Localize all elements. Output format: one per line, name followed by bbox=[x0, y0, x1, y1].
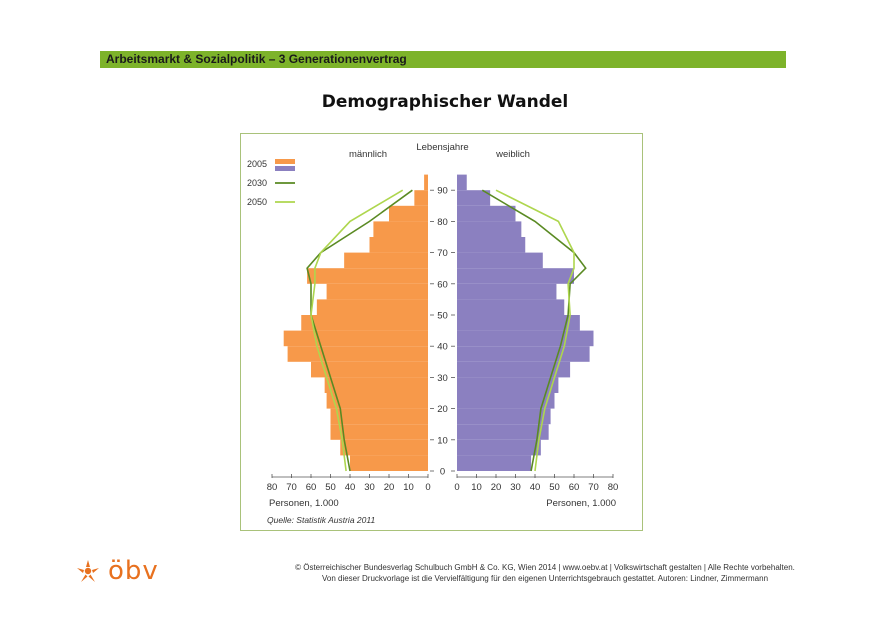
footer-line-2: Von dieser Druckvorlage ist die Vervielf… bbox=[321, 574, 769, 583]
legend: 2005 2030 2050 bbox=[247, 159, 295, 207]
labels-layer: Lebensjahre männlich weiblich Personen, 1.0… bbox=[267, 142, 616, 525]
population-pyramid-chart: 0 10 20 30 40 50 60 70 80 90 0 0 10 10 20 20 30 30 40 40 50 5… bbox=[240, 133, 643, 531]
bar-male-5-9 bbox=[340, 439, 428, 456]
source-label: Quelle: Statistik Austria 2011 bbox=[267, 515, 375, 525]
x-tick-label-left-80: 80 bbox=[267, 482, 278, 493]
bar-female-70-74 bbox=[457, 237, 526, 253]
line-2030-female bbox=[481, 189, 587, 472]
bar-male-45-49 bbox=[301, 315, 428, 331]
bar-male-10-14 bbox=[330, 424, 428, 440]
age-tick-label-50: 50 bbox=[437, 311, 448, 322]
bar-female-25-29 bbox=[457, 377, 559, 393]
x-tick-label-left-70: 70 bbox=[286, 482, 297, 493]
x-tick-label-right-0: 0 bbox=[454, 482, 459, 493]
age-tick-label-60: 60 bbox=[437, 279, 448, 290]
x-tick-label-right-70: 70 bbox=[588, 482, 599, 493]
line-2050-female bbox=[495, 189, 575, 472]
x-tick-label-right-10: 10 bbox=[471, 482, 482, 493]
header-title: Arbeitsmarkt & Sozialpolitik – 3 Generat… bbox=[106, 52, 407, 66]
bar-female-50-54 bbox=[457, 299, 565, 315]
x-tick-label-left-10: 10 bbox=[403, 482, 414, 493]
bar-male-70-74 bbox=[369, 237, 428, 253]
bar-female-30-34 bbox=[457, 361, 571, 378]
age-tick-label-70: 70 bbox=[437, 248, 448, 259]
x-tick-label-right-50: 50 bbox=[549, 482, 560, 493]
bar-male-55-59 bbox=[326, 283, 428, 300]
bar-male-25-29 bbox=[324, 377, 428, 393]
x-tick-label-left-0: 0 bbox=[425, 482, 430, 493]
bar-male-90-94 bbox=[424, 174, 428, 191]
x-tick-label-right-20: 20 bbox=[491, 482, 502, 493]
bar-female-0-4 bbox=[457, 455, 532, 471]
x-tick-label-right-60: 60 bbox=[569, 482, 580, 493]
legend-swatch-2005-male bbox=[275, 159, 295, 164]
bar-male-30-34 bbox=[311, 361, 428, 378]
bar-male-85-89 bbox=[414, 190, 428, 206]
bar-female-20-24 bbox=[457, 393, 555, 409]
obv-logo: öbv bbox=[74, 557, 159, 585]
bar-male-20-24 bbox=[326, 393, 428, 409]
age-tick-label-20: 20 bbox=[437, 404, 448, 415]
line-2050-male bbox=[310, 189, 404, 472]
x-tick-label-left-40: 40 bbox=[345, 482, 356, 493]
page-title: Demographischer Wandel bbox=[321, 92, 569, 112]
bar-male-35-39 bbox=[287, 346, 428, 362]
bar-male-50-54 bbox=[316, 299, 428, 315]
bar-female-65-69 bbox=[457, 252, 543, 269]
x-tick-label-right-40: 40 bbox=[530, 482, 541, 493]
bar-female-15-19 bbox=[457, 408, 551, 425]
footer: © Österreichischer Bundesverlag Schulbuc… bbox=[200, 562, 890, 584]
age-tick-label-10: 10 bbox=[437, 435, 448, 446]
x-tick-label-left-60: 60 bbox=[306, 482, 317, 493]
x-tick-label-left-30: 30 bbox=[364, 482, 375, 493]
bar-male-65-69 bbox=[344, 252, 428, 269]
age-tick-label-90: 90 bbox=[437, 186, 448, 197]
header-bar: Arbeitsmarkt & Sozialpolitik – 3 Generat… bbox=[100, 51, 786, 68]
bar-female-85-89 bbox=[457, 190, 491, 206]
age-tick-label-40: 40 bbox=[437, 342, 448, 353]
footer-line-1: © Österreichischer Bundesverlag Schulbuc… bbox=[295, 563, 795, 572]
bar-male-80-84 bbox=[389, 205, 428, 222]
legend-label-2005: 2005 bbox=[247, 159, 267, 169]
bar-male-0-4 bbox=[350, 455, 428, 471]
x-tick-label-left-50: 50 bbox=[325, 482, 336, 493]
bar-female-5-9 bbox=[457, 439, 541, 456]
obv-logo-icon bbox=[77, 560, 99, 582]
center-label: Lebensjahre bbox=[416, 142, 468, 153]
left-label: männlich bbox=[349, 149, 387, 160]
lines-layer bbox=[306, 189, 587, 472]
x-tick-label-left-20: 20 bbox=[384, 482, 395, 493]
bar-female-80-84 bbox=[457, 205, 516, 222]
legend-swatch-2005-female bbox=[275, 166, 295, 171]
bar-female-10-14 bbox=[457, 424, 549, 440]
logo-text: öbv bbox=[108, 556, 159, 586]
bar-male-60-64 bbox=[307, 268, 428, 284]
bar-female-60-64 bbox=[457, 268, 574, 284]
bar-female-75-79 bbox=[457, 221, 522, 237]
legend-label-2030: 2030 bbox=[247, 178, 267, 188]
age-tick-label-80: 80 bbox=[437, 217, 448, 228]
bar-male-75-79 bbox=[373, 221, 428, 237]
bar-female-90-94 bbox=[457, 174, 467, 191]
age-tick-label-30: 30 bbox=[437, 373, 448, 384]
x-axis-title-left: Personen, 1.000 bbox=[269, 498, 339, 509]
x-tick-label-right-80: 80 bbox=[608, 482, 619, 493]
bars-layer bbox=[283, 174, 594, 471]
bar-male-40-44 bbox=[283, 330, 428, 347]
bar-female-40-44 bbox=[457, 330, 594, 347]
x-axis-title-right: Personen, 1.000 bbox=[546, 498, 616, 509]
bar-female-45-49 bbox=[457, 315, 580, 331]
age-tick-label-0: 0 bbox=[440, 467, 445, 478]
legend-label-2050: 2050 bbox=[247, 197, 267, 207]
bar-female-55-59 bbox=[457, 283, 557, 300]
bar-female-35-39 bbox=[457, 346, 590, 362]
right-label: weiblich bbox=[495, 149, 530, 160]
bar-male-15-19 bbox=[330, 408, 428, 425]
x-tick-label-right-30: 30 bbox=[510, 482, 521, 493]
